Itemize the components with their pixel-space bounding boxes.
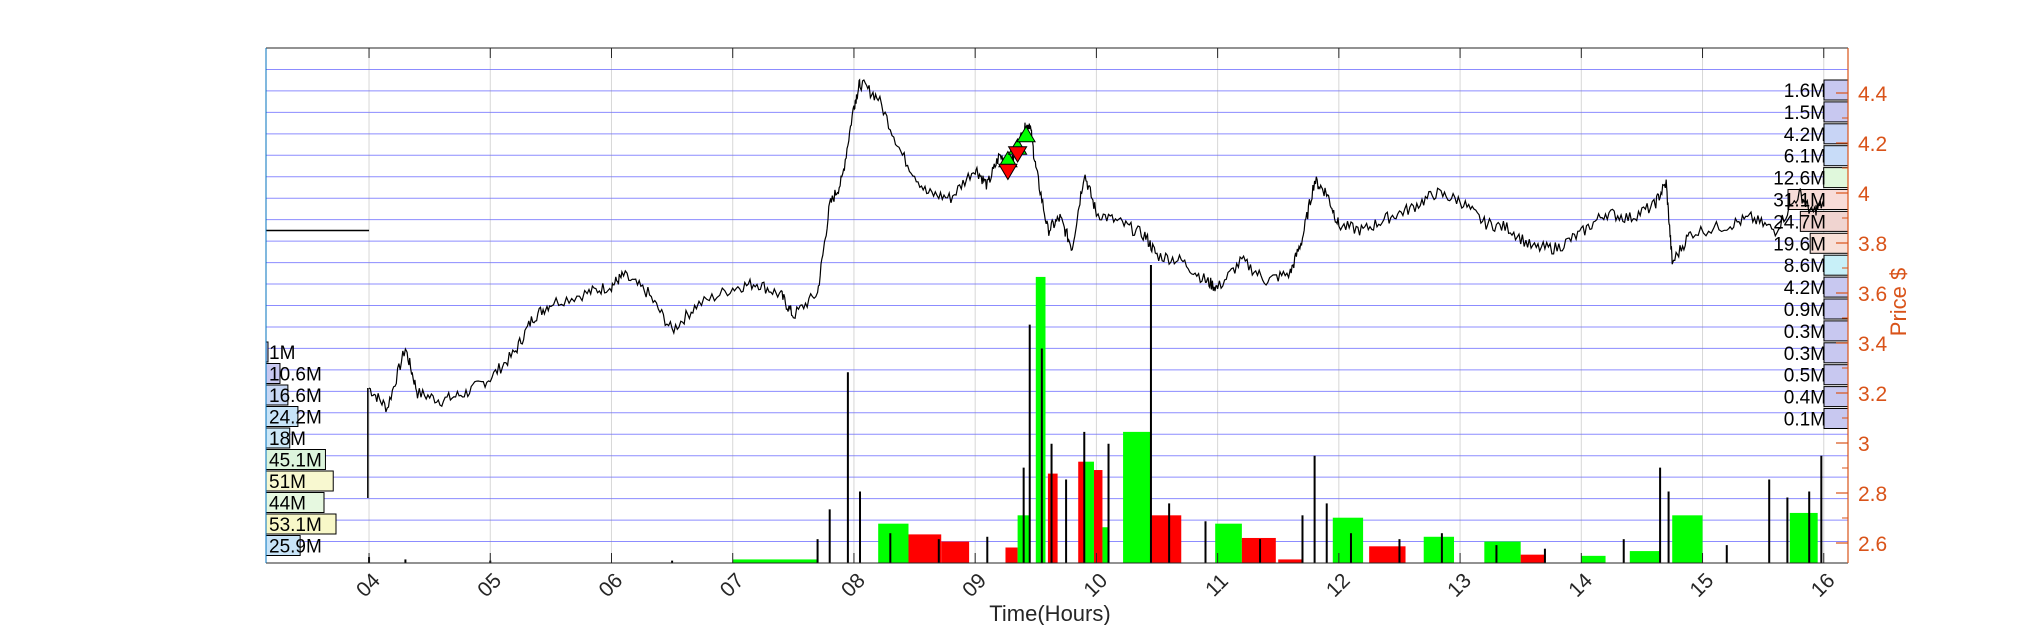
volume-profile-label: 0.1M <box>1784 410 1826 431</box>
volume-profile-label: 10.6M <box>269 365 322 386</box>
x-tick-label: 07 <box>716 569 749 602</box>
volume-profile-label: 4.2M <box>1784 278 1826 299</box>
x-tick-label: 05 <box>473 569 506 602</box>
volume-profile-bar <box>1823 101 1849 123</box>
buy-volume-bar <box>1102 527 1109 563</box>
volume-profile-bar <box>1823 145 1849 167</box>
volume-profile-bar <box>1823 79 1849 101</box>
x-tick-label: 15 <box>1686 569 1719 602</box>
price-series <box>266 78 1825 498</box>
right-tick-label: 4.4 <box>1858 83 1888 106</box>
volume-profile-label: 16.6M <box>269 386 322 407</box>
sell-volume-bar <box>1369 546 1406 563</box>
x-tick-label: 04 <box>352 569 385 602</box>
buy-volume-bar <box>1084 461 1094 563</box>
volume-profile-label: 51M <box>269 472 306 493</box>
sell-volume-bar <box>1150 515 1182 563</box>
volume-bars <box>368 265 1823 563</box>
x-tick-label: 14 <box>1564 569 1597 602</box>
buy-volume-bar <box>1035 276 1046 563</box>
buy-volume-bar <box>1123 431 1151 563</box>
volume-profile-label: 25.9M <box>269 537 322 558</box>
sell-volume-bar <box>1005 547 1018 563</box>
volume-profile-label: 0.9M <box>1784 300 1826 321</box>
volume-profile-label: 12.6M <box>1773 169 1826 190</box>
volume-profile-label: 45.1M <box>269 451 322 472</box>
volume-profile-label: 0.4M <box>1784 388 1826 409</box>
buy-volume-bar <box>1581 555 1606 563</box>
volume-profile-label: 44M <box>269 494 306 515</box>
trade-markers <box>998 125 1036 181</box>
sell-marker <box>998 163 1018 181</box>
price-line <box>368 78 1825 413</box>
volume-profile-label: 1M <box>269 343 295 364</box>
x-tick-label: 11 <box>1201 570 1233 602</box>
volume-profile-label: 31.1M <box>1773 191 1826 212</box>
x-tick-label: 09 <box>958 569 991 602</box>
volume-profile-label: 0.5M <box>1784 366 1826 387</box>
volume-profile-label: 4.2M <box>1784 125 1826 146</box>
right-tick-label: 2.6 <box>1858 533 1887 556</box>
buy-volume-bar <box>1423 536 1455 563</box>
sell-volume-bar <box>1241 537 1276 563</box>
buy-volume-bar <box>1629 551 1661 563</box>
volume-profile-label: 1.5M <box>1784 103 1826 124</box>
sell-marker <box>1007 146 1028 163</box>
axes: 04 05 06 07 08 09 10 11 12 13 14 15 16 2.6 2.8 3 3.2 3.4 3… <box>265 47 1888 602</box>
right-tick-label: 3.4 <box>1858 333 1888 356</box>
volume-profile-bar <box>1823 167 1849 189</box>
right-tick-label: 2.8 <box>1858 483 1887 506</box>
x-axis-title: Time(Hours) <box>989 601 1110 625</box>
volume-profile-left: 1M10.6M16.6M24.2M18M45.1M51M44M53.1M25.9… <box>265 341 337 558</box>
sell-volume-bar <box>1047 473 1058 563</box>
buy-volume-bar <box>1672 515 1703 563</box>
x-tick-label: 12 <box>1322 569 1355 602</box>
volume-profile-label: 0.3M <box>1784 322 1826 343</box>
right-tick-label: 3.8 <box>1858 233 1887 256</box>
volume-profile-bar <box>1823 386 1849 408</box>
buy-volume-bar <box>1332 517 1364 563</box>
buy-volume-bar <box>878 523 909 563</box>
x-tick-label: 08 <box>837 569 870 602</box>
volume-profile-label: 18M <box>269 429 306 450</box>
right-axis-title: Price $ <box>1886 268 1911 336</box>
buy-volume-bar <box>1484 541 1521 563</box>
volume-profile-bar <box>1823 342 1849 364</box>
sell-volume-bar <box>1278 559 1303 563</box>
volume-profile-label: 8.6M <box>1784 256 1826 277</box>
right-tick-label: 4.2 <box>1858 133 1887 156</box>
volume-profile-bar <box>1823 254 1849 276</box>
right-tick-label: 4 <box>1858 183 1870 206</box>
volume-profile-bar <box>1823 276 1849 298</box>
volume-profile-label: 1.6M <box>1784 81 1826 102</box>
buy-volume-bar <box>1789 512 1818 563</box>
right-tick-label: 3.2 <box>1858 383 1887 406</box>
volume-profile-label: 19.6M <box>1773 234 1826 255</box>
sell-volume-bar <box>908 534 942 563</box>
volume-profile-label: 24.2M <box>269 408 322 429</box>
x-tick-label: 10 <box>1079 569 1112 602</box>
buy-marker <box>1016 125 1036 143</box>
buy-volume-bar <box>1215 523 1242 563</box>
volume-profile-label: 6.1M <box>1784 147 1826 168</box>
right-tick-label: 3.6 <box>1858 283 1887 306</box>
volume-profile-bar <box>1823 123 1849 145</box>
sell-volume-bar <box>941 541 970 563</box>
sell-volume-bar <box>1520 554 1545 563</box>
sell-volume-bar <box>1093 470 1103 563</box>
x-tick-label: 06 <box>595 569 628 602</box>
volume-profile-bar <box>1823 320 1849 342</box>
x-tick-label: 16 <box>1807 569 1840 602</box>
right-tick-label: 3 <box>1858 433 1870 456</box>
x-tick-label: 13 <box>1443 569 1476 602</box>
buy-volume-bar <box>732 559 818 563</box>
volume-profile-right: 1.6M1.5M4.2M6.1M12.6M31.1M24.7M19.6M8.6M… <box>1773 79 1849 431</box>
volume-profile-label: 53.1M <box>269 515 322 536</box>
sell-volume-bar <box>1078 461 1085 563</box>
volume-profile-label: 0.3M <box>1784 344 1826 365</box>
volume-profile-bar <box>1823 298 1849 320</box>
